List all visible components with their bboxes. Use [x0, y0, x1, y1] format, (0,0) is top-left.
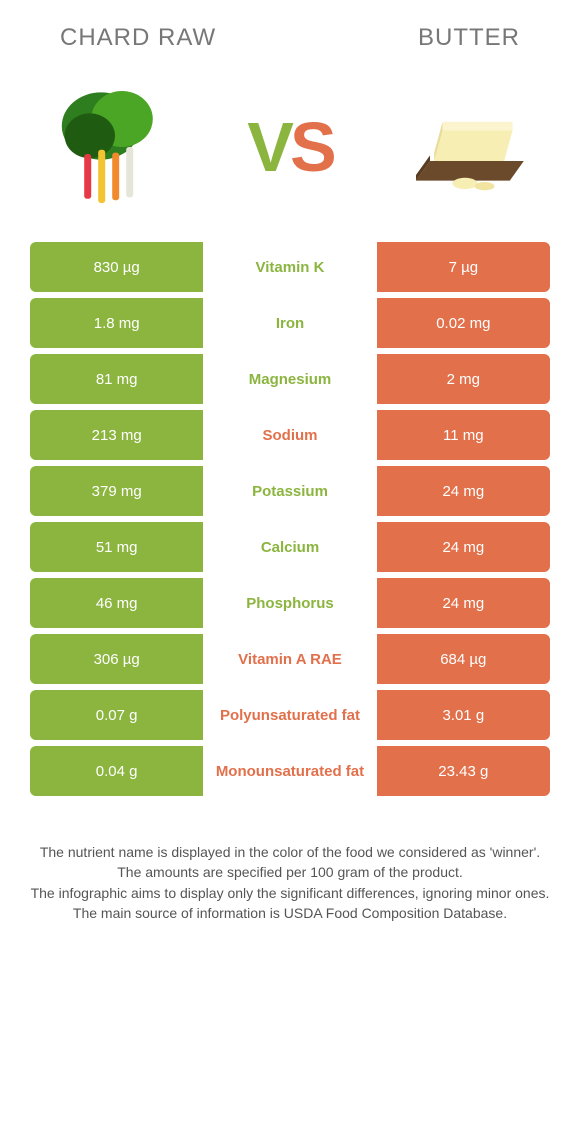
- value-right: 7 µg: [377, 242, 550, 292]
- table-row: 1.8 mgIron0.02 mg: [30, 298, 550, 348]
- value-right: 11 mg: [377, 410, 550, 460]
- value-right: 3.01 g: [377, 690, 550, 740]
- nutrient-name: Potassium: [203, 466, 376, 516]
- table-row: 213 mgSodium11 mg: [30, 410, 550, 460]
- value-left: 379 mg: [30, 466, 203, 516]
- table-row: 306 µgVitamin A RAE684 µg: [30, 634, 550, 684]
- nutrient-name: Calcium: [203, 522, 376, 572]
- value-right: 24 mg: [377, 522, 550, 572]
- vs-label: VS: [247, 112, 332, 182]
- value-left: 81 mg: [30, 354, 203, 404]
- nutrient-name: Vitamin A RAE: [203, 634, 376, 684]
- value-left: 51 mg: [30, 522, 203, 572]
- value-left: 306 µg: [30, 634, 203, 684]
- nutrient-name: Monounsaturated fat: [203, 746, 376, 796]
- value-right: 0.02 mg: [377, 298, 550, 348]
- nutrient-name: Iron: [203, 298, 376, 348]
- table-row: 81 mgMagnesium2 mg: [30, 354, 550, 404]
- table-row: 46 mgPhosphorus24 mg: [30, 578, 550, 628]
- footer-notes: The nutrient name is displayed in the co…: [0, 802, 580, 923]
- nutrient-name: Phosphorus: [203, 578, 376, 628]
- footer-line: The amounts are specified per 100 gram o…: [30, 862, 550, 882]
- value-left: 213 mg: [30, 410, 203, 460]
- title-right: butter: [418, 24, 520, 52]
- vs-v: V: [247, 108, 290, 186]
- value-right: 24 mg: [377, 466, 550, 516]
- value-left: 46 mg: [30, 578, 203, 628]
- value-left: 1.8 mg: [30, 298, 203, 348]
- value-right: 2 mg: [377, 354, 550, 404]
- butter-image: [390, 72, 540, 222]
- value-left: 0.07 g: [30, 690, 203, 740]
- footer-line: The infographic aims to display only the…: [30, 883, 550, 903]
- title-left: chard raw: [60, 24, 216, 52]
- table-row: 0.07 gPolyunsaturated fat3.01 g: [30, 690, 550, 740]
- table-row: 51 mgCalcium24 mg: [30, 522, 550, 572]
- chard-image: [40, 72, 190, 222]
- footer-line: The main source of information is USDA F…: [30, 903, 550, 923]
- nutrient-name: Polyunsaturated fat: [203, 690, 376, 740]
- table-row: 830 µgVitamin K7 µg: [30, 242, 550, 292]
- value-right: 24 mg: [377, 578, 550, 628]
- table-row: 0.04 gMonounsaturated fat23.43 g: [30, 746, 550, 796]
- value-left: 0.04 g: [30, 746, 203, 796]
- nutrient-table: 830 µgVitamin K7 µg 1.8 mgIron0.02 mg 81 m…: [0, 242, 580, 796]
- value-right: 23.43 g: [377, 746, 550, 796]
- nutrient-name: Sodium: [203, 410, 376, 460]
- footer-line: The nutrient name is displayed in the co…: [30, 842, 550, 862]
- value-left: 830 µg: [30, 242, 203, 292]
- hero-row: VS: [0, 62, 580, 242]
- nutrient-name: Vitamin K: [203, 242, 376, 292]
- header: chard raw butter: [0, 0, 580, 62]
- nutrient-name: Magnesium: [203, 354, 376, 404]
- value-right: 684 µg: [377, 634, 550, 684]
- vs-s: S: [290, 108, 333, 186]
- table-row: 379 mgPotassium24 mg: [30, 466, 550, 516]
